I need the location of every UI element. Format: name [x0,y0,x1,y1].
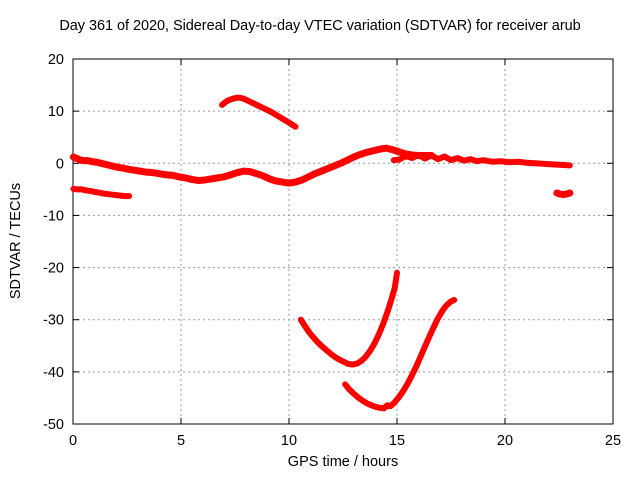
grid-lines [73,59,613,424]
plot-frame [72,58,614,425]
y-tick-label: -40 [43,365,64,381]
y-tick-label: -20 [43,261,64,277]
data-series [390,151,573,169]
y-tick-label: -50 [43,417,64,433]
x-tick-label: 10 [281,433,297,449]
x-axis-title: GPS time / hours [288,454,398,470]
data-trace [297,269,400,368]
y-tick-label: -30 [43,313,64,329]
x-tick-label: 20 [497,433,513,449]
x-axis-tick-labels: 0 5 10 15 20 25 [69,433,621,449]
data-series [297,269,400,368]
data-series [342,296,458,412]
y-tick-label: -10 [43,208,64,224]
y-tick-label: 0 [56,156,64,172]
y-axis-tick-labels: 20 10 0 -10 -20 -30 -40 -50 [43,52,64,433]
y-axis-title: SDTVAR / TECUs [8,183,24,299]
x-tick-label: 0 [69,433,77,449]
data-trace [342,296,458,412]
data-trace [553,189,574,199]
data-series [69,144,436,187]
data-trace [69,144,436,187]
data-trace [219,94,299,130]
data-trace [70,185,133,200]
data-trace [390,151,573,169]
chart-title: Day 361 of 2020, Sidereal Day-to-day VTE… [59,18,581,34]
data-series [219,94,299,130]
data-series [70,185,133,200]
y-tick-label: 10 [48,104,64,120]
x-tick-label: 5 [177,433,185,449]
tick-marks [72,58,614,425]
x-tick-label: 15 [389,433,405,449]
data-series [553,189,574,199]
x-tick-label: 25 [605,433,621,449]
y-tick-label: 20 [48,52,64,68]
data-series-layer [69,94,574,412]
